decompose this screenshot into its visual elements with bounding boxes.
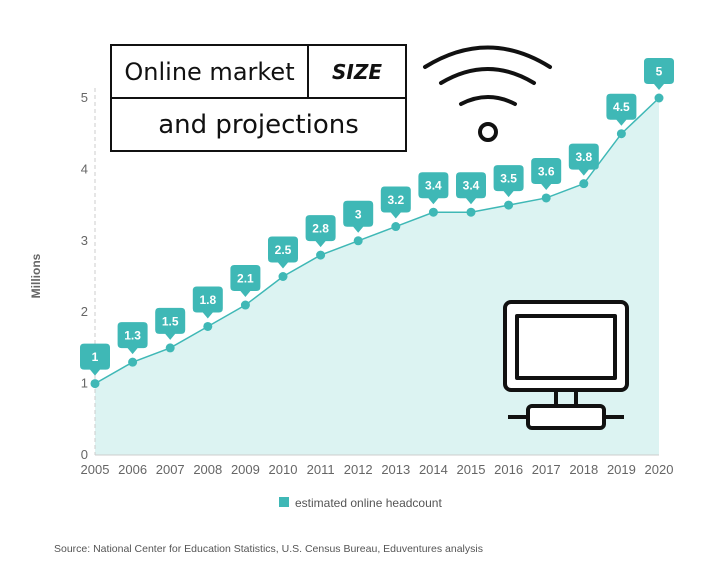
data-label: 3.4 bbox=[463, 179, 480, 193]
data-label-bubble bbox=[606, 93, 637, 126]
data-label: 3.4 bbox=[425, 179, 442, 193]
data-label: 1.8 bbox=[199, 293, 216, 307]
data-label-bubble bbox=[230, 265, 261, 298]
chart-title-line2: and projections bbox=[158, 109, 359, 140]
data-label: 3.2 bbox=[387, 193, 404, 207]
axis-layer: 0 1 2 3 4 5 2005 2006 2007 2008 2009 2010 2011 2012 20… bbox=[81, 88, 674, 477]
y-tick-label: 5 bbox=[81, 90, 88, 105]
data-point bbox=[316, 250, 326, 260]
data-label: 1 bbox=[92, 350, 99, 364]
data-label: 1.5 bbox=[162, 314, 179, 328]
data-label-bubble bbox=[305, 215, 336, 248]
data-point bbox=[203, 321, 213, 331]
data-point bbox=[466, 207, 476, 217]
data-label: 3.6 bbox=[538, 164, 555, 178]
data-label-bubble bbox=[80, 343, 110, 376]
data-label-bubble bbox=[456, 172, 486, 205]
data-point bbox=[353, 236, 363, 246]
series-line bbox=[94, 97, 660, 385]
x-tick-label: 2006 bbox=[118, 462, 147, 477]
data-label-bubble bbox=[568, 143, 599, 176]
x-tick-label: 2019 bbox=[607, 462, 636, 477]
data-label: 2.5 bbox=[275, 243, 292, 257]
x-tick-label: 2012 bbox=[344, 462, 373, 477]
data-label: 3.8 bbox=[575, 150, 592, 164]
data-label: 4.5 bbox=[613, 100, 630, 114]
x-tick-label: 2009 bbox=[231, 462, 260, 477]
y-tick-label: 1 bbox=[81, 376, 88, 391]
data-point bbox=[90, 379, 100, 389]
chart-title-line1: Online market bbox=[112, 46, 309, 99]
chart-title-emphasis: SIZE bbox=[309, 46, 405, 99]
x-tick-label: 2017 bbox=[532, 462, 561, 477]
data-label-bubble bbox=[117, 322, 148, 355]
x-tick-label: 2015 bbox=[457, 462, 486, 477]
data-point bbox=[428, 207, 438, 217]
data-label: 1.3 bbox=[124, 329, 141, 343]
x-tick-label: 2011 bbox=[307, 462, 335, 477]
data-label: 2.8 bbox=[312, 222, 329, 236]
data-label: 3 bbox=[355, 207, 362, 221]
computer-monitor-icon bbox=[503, 300, 629, 430]
line-layer bbox=[90, 93, 664, 389]
title-box: Online market SIZE and projections bbox=[110, 44, 407, 152]
data-point bbox=[541, 193, 551, 203]
data-label: 3.5 bbox=[500, 172, 517, 186]
data-point bbox=[391, 222, 401, 232]
legend-label: estimated online headcount bbox=[295, 496, 442, 510]
x-tick-label: 2010 bbox=[269, 462, 298, 477]
data-point bbox=[165, 343, 175, 353]
data-label: 2.1 bbox=[237, 272, 254, 286]
y-axis-title: Millions bbox=[29, 253, 43, 298]
y-tick-label: 2 bbox=[81, 304, 88, 319]
data-label-bubble bbox=[155, 307, 186, 340]
data-point bbox=[504, 200, 514, 210]
x-tick-label: 2005 bbox=[81, 462, 110, 477]
data-point bbox=[579, 179, 589, 189]
data-point bbox=[278, 272, 288, 281]
data-point bbox=[616, 129, 626, 139]
data-point bbox=[654, 93, 664, 103]
data-point bbox=[128, 357, 138, 367]
wifi-icon bbox=[423, 45, 552, 142]
x-tick-label: 2013 bbox=[381, 462, 410, 477]
y-tick-label: 3 bbox=[81, 233, 88, 248]
legend-swatch bbox=[279, 497, 289, 507]
x-tick-label: 2014 bbox=[419, 462, 448, 477]
data-label-bubble bbox=[268, 236, 298, 269]
data-label-bubble bbox=[531, 157, 562, 190]
x-tick-label: 2018 bbox=[569, 462, 598, 477]
data-label-bubble bbox=[493, 165, 524, 198]
label-layer: 1 1.3 1.5 1.8 2.1 2.5 2.8 3 3.2 3.4 3.4 3.5 3.6 3.8 4.… bbox=[80, 58, 674, 376]
x-tick-label: 2020 bbox=[645, 462, 674, 477]
source-note: Source: National Center for Education St… bbox=[54, 543, 483, 555]
data-label-bubble bbox=[380, 186, 411, 219]
data-label-bubble bbox=[343, 200, 374, 233]
x-tick-label: 2008 bbox=[193, 462, 222, 477]
data-label-bubble bbox=[418, 172, 449, 205]
y-tick-label: 0 bbox=[81, 447, 88, 462]
x-tick-label: 2007 bbox=[156, 462, 185, 477]
data-label: 5 bbox=[656, 65, 663, 79]
x-tick-label: 2016 bbox=[494, 462, 523, 477]
data-label-bubble bbox=[192, 286, 223, 319]
data-label-bubble bbox=[644, 58, 674, 90]
data-point bbox=[240, 300, 250, 310]
y-tick-label: 4 bbox=[81, 161, 88, 176]
